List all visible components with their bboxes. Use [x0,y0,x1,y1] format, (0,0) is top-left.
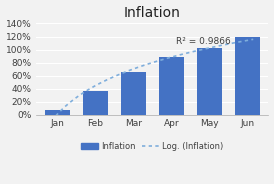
Bar [159,57,184,115]
Bar [235,36,260,115]
Title: Inflation: Inflation [124,6,181,20]
Bar [45,110,70,115]
Legend: Inflation, Log. (Inflation): Inflation, Log. (Inflation) [78,139,227,154]
Bar [121,72,146,115]
Text: R² = 0.9866: R² = 0.9866 [176,37,230,46]
Bar [83,91,108,115]
Bar [197,48,222,115]
